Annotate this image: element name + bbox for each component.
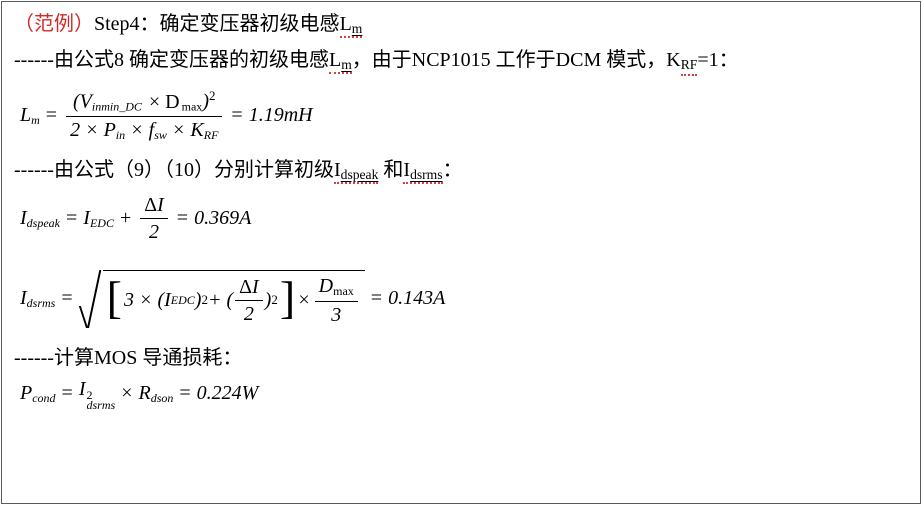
- dash-prefix: ------: [14, 159, 54, 181]
- equals-icon: =: [177, 206, 188, 231]
- dash-prefix: ------: [14, 347, 54, 369]
- eq2-iedc: IEDC: [83, 206, 114, 231]
- eq2-fraction: ΔI 2: [140, 194, 168, 243]
- equation-idspeak: Idspeak = IEDC + ΔI 2 = 0.369A: [20, 190, 908, 248]
- eq3-result: 0.143A: [388, 286, 445, 311]
- text-line-formula8: ------由公式8 确定变压器的初级电感Lm，由于NCP1015 工作于DCM…: [14, 48, 908, 76]
- eq2-result: 0.369A: [194, 206, 251, 231]
- eq2-lhs: Idspeak: [20, 206, 60, 231]
- line3-mid: 和: [378, 159, 403, 181]
- line-mos-a: 计算MOS 导通损耗：: [54, 347, 242, 369]
- right-bracket-icon: ]: [278, 275, 297, 321]
- text-line-mos: ------计算MOS 导通损耗：: [14, 346, 908, 371]
- equals-icon: =: [46, 103, 57, 128]
- equation-lm: Lm = (Vinmin_DC × Dmax)2 2 × Pin × fsw ×…: [20, 84, 908, 148]
- line2-krf: KRF: [666, 49, 697, 71]
- equals-icon: =: [179, 381, 190, 406]
- eq3-sqrt: [ 3 × (IEDC)2 + ( ΔI 2 )2 ] × Dmax 3: [79, 270, 365, 328]
- document-page: （范例）Step4：确定变压器初级电感Lm ------由公式8 确定变压器的初…: [1, 1, 921, 504]
- line2-c: =1：: [697, 49, 738, 71]
- equals-icon: =: [231, 103, 242, 128]
- line2-lm: Lm: [329, 49, 352, 74]
- line3-idsrms: Idsrms: [403, 159, 442, 184]
- equation-pcond: Pcond = I2dsrms × Rdson = 0.224W: [20, 377, 908, 411]
- equals-icon: =: [371, 286, 382, 311]
- eq4-lhs: Pcond: [20, 381, 56, 406]
- line3-a: 由公式（9）（10）分别计算初级: [54, 159, 334, 181]
- eq1-result: 1.19mH: [249, 103, 313, 128]
- line3-end: ：: [443, 159, 463, 181]
- equals-icon: =: [61, 286, 72, 311]
- eq1-fraction: (Vinmin_DC × Dmax)2 2 × Pin × fsw × KRF: [66, 89, 222, 142]
- title-line: （范例）Step4：确定变压器初级电感Lm: [14, 12, 908, 38]
- eq4-rdson: Rdson: [138, 381, 173, 406]
- line2-b: ，由于NCP1015 工作于DCM 模式，: [352, 49, 666, 71]
- title-prefix: （范例）: [14, 13, 94, 35]
- line2-a: 由公式8 确定变压器的初级电感: [54, 49, 329, 71]
- eq4-result: 0.224W: [197, 381, 259, 406]
- eq3-lhs: Idsrms: [20, 286, 55, 311]
- plus-icon: +: [120, 206, 131, 231]
- text-line-formula9-10: ------由公式（9）（10）分别计算初级Idspeak 和Idsrms：: [14, 158, 908, 184]
- line3-idspeak: Idspeak: [334, 159, 378, 184]
- times-icon: ×: [121, 381, 132, 406]
- title-lm: Lm: [340, 13, 363, 38]
- eq1-lhs: Lm: [20, 103, 40, 128]
- equals-icon: =: [62, 381, 73, 406]
- title-step: Step4：确定变压器初级电感: [94, 13, 340, 35]
- equation-idsrms: Idsrms = [ 3 × (IEDC)2 + ( ΔI 2 )2 ] × D…: [20, 262, 908, 336]
- dash-prefix: ------: [14, 49, 54, 71]
- equals-icon: =: [66, 206, 77, 231]
- left-bracket-icon: [: [105, 275, 124, 321]
- radical-icon: [79, 270, 103, 328]
- eq4-idsrms2: I2dsrms: [79, 377, 115, 412]
